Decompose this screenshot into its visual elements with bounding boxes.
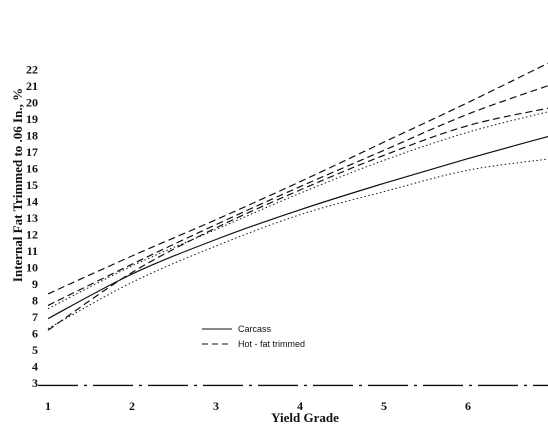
y-tick-label: 13	[26, 211, 38, 225]
x-tick-label: 6	[465, 399, 471, 413]
series-line-hot-fat-trimmed-lower	[47, 107, 548, 331]
x-tick-label: 4	[297, 399, 303, 413]
x-axis: 1 2 3 4 5 6	[45, 399, 471, 413]
x-axis-title: Yield Grade	[271, 410, 339, 425]
y-tick-label: 19	[26, 112, 38, 126]
y-tick-label: 20	[26, 96, 38, 110]
series-line-carcass-mean	[47, 135, 548, 320]
x-tick-label: 2	[129, 399, 135, 413]
y-tick-label: 16	[26, 162, 38, 176]
y-tick-label: 22	[26, 63, 38, 77]
y-tick-label: 8	[32, 294, 38, 308]
y-tick-label: 7	[32, 310, 38, 324]
y-tick-label: 15	[26, 178, 38, 192]
y-tick-label: 18	[26, 129, 38, 143]
legend: Carcass Hot - fat trimmed	[202, 324, 305, 349]
y-tick-label: 6	[32, 327, 38, 341]
legend-label-carcass: Carcass	[238, 324, 272, 334]
y-axis: 3 4 5 6 7 8 9 10 11 12 13 14 15 16 17 18 19 20 21 22	[26, 63, 38, 391]
series-line-carcass-upper	[47, 111, 548, 310]
y-tick-label: 14	[26, 195, 38, 209]
series-line-hot-fat-trimmed-mean	[47, 85, 548, 306]
y-tick-label: 17	[26, 145, 38, 159]
y-tick-label: 9	[32, 277, 38, 291]
series-line-hot-fat-trimmed-upper	[47, 62, 548, 295]
x-tick-label: 3	[213, 399, 219, 413]
plot-area	[47, 62, 548, 331]
y-axis-title: Internal Fat Trimmed to .06 In., %	[10, 88, 25, 282]
y-tick-label: 5	[32, 343, 38, 357]
y-tick-label: 3	[32, 376, 38, 390]
y-tick-label: 21	[26, 79, 38, 93]
series-line-carcass-lower	[47, 158, 548, 330]
y-tick-label: 12	[26, 228, 38, 242]
x-tick-label: 5	[381, 399, 387, 413]
y-tick-label: 11	[27, 244, 38, 258]
legend-label-hot-fat-trimmed: Hot - fat trimmed	[238, 339, 305, 349]
y-tick-label: 4	[32, 360, 38, 374]
x-tick-label: 1	[45, 399, 51, 413]
y-tick-label: 10	[26, 261, 38, 275]
